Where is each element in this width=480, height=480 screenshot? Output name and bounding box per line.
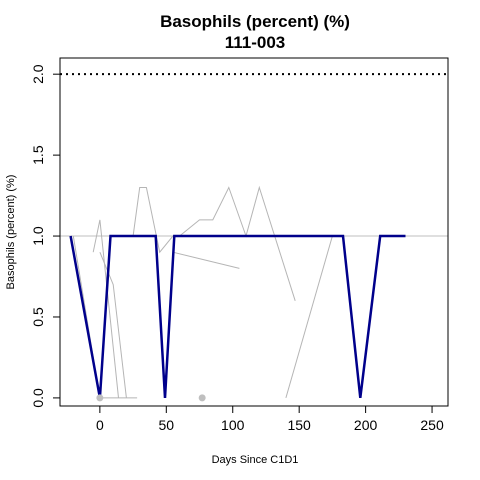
x-tick-label-200: 200 <box>354 417 378 433</box>
chart-title: Basophils (percent) (%) <box>160 12 350 31</box>
chart-subtitle: 111-003 <box>225 33 286 52</box>
x-axis-label: Days Since C1D1 <box>212 454 299 466</box>
y-tick-label-0.0: 0.0 <box>30 388 46 408</box>
background-series-line-7 <box>285 235 333 399</box>
y-axis-label: Basophils (percent) (%) <box>5 175 17 290</box>
y-tick-label-2.0: 2.0 <box>30 64 46 84</box>
highlight-series-line <box>69 234 406 399</box>
x-tick-label-50: 50 <box>159 417 175 433</box>
x-tick-label-100: 100 <box>221 417 245 433</box>
data-point-2 <box>198 394 206 402</box>
background-series-line-5 <box>172 251 240 269</box>
data-point-1 <box>96 394 104 402</box>
plot-frame <box>59 57 449 407</box>
x-tick-label-150: 150 <box>287 417 311 433</box>
y-tick-label-0.5: 0.5 <box>30 307 46 327</box>
background-series-line-6 <box>179 185 296 301</box>
background-series-line-1 <box>92 219 119 398</box>
x-tick-label-250: 250 <box>420 417 444 433</box>
y-tick-label-1.0: 1.0 <box>30 226 46 246</box>
background-series-line-3 <box>99 252 127 398</box>
y-tick-label-1.5: 1.5 <box>30 145 46 165</box>
x-tick-label-0: 0 <box>96 417 104 433</box>
